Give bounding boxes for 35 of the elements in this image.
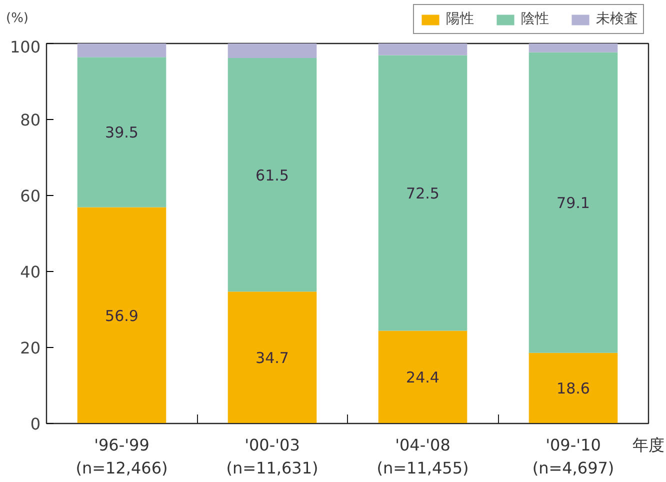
bar [228,44,317,58]
x-axis-title: 年度 [632,436,664,454]
data-label: 24.4 [406,368,440,387]
bar [77,57,166,208]
y-tick-label: 0 [30,414,41,434]
y-tick-label: 20 [20,338,40,358]
bar [228,292,317,424]
bar [77,207,166,424]
legend-label: 陽性 [446,10,474,28]
legend-label: 陰性 [521,10,549,28]
legend-label: 未検査 [596,10,638,28]
y-tick-label: 100 [10,38,41,56]
y-axis-title: (%) [6,11,29,26]
bar [528,52,618,353]
x-tick-label: '09-'10 (n=4,697) [532,436,614,478]
data-label: 61.5 [256,166,289,184]
data-label: 39.5 [105,124,138,142]
data-label: 79.1 [556,194,590,212]
bar [77,44,166,58]
bar [378,330,468,424]
data-label: 56.9 [105,306,138,325]
bar [378,55,468,331]
y-tick-label: 40 [20,262,40,282]
data-label: 18.6 [556,380,590,398]
y-tick-label: 80 [20,110,40,130]
x-tick-label: '04-'08 (n=11,455) [376,436,469,478]
x-tick-label: '96-'99 (n=12,466) [76,436,168,478]
y-tick-label: 60 [20,186,40,206]
data-label: 34.7 [256,349,289,368]
x-tick-label: '00-'03 (n=11,631) [226,436,318,478]
bar [378,44,468,56]
bar [528,44,618,52]
bar [528,352,618,424]
bar [228,58,317,292]
data-label: 72.5 [406,184,440,203]
